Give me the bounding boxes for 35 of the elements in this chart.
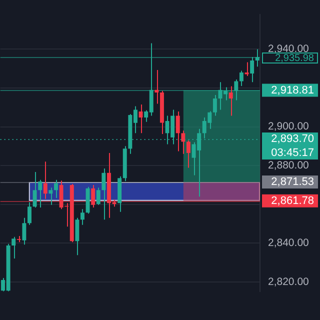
y-tick-label: 2,880.00 [268,159,310,172]
candlestick [22,217,26,246]
y-tick-label: 2,900.00 [268,120,310,133]
candlestick [54,179,58,198]
candlestick [181,130,186,154]
candlestick [212,94,217,116]
y-tick-label: 2,840.00 [268,237,310,250]
candlestick [176,110,180,152]
candlestick [234,78,238,101]
ref-line-label: 2,935.98 [275,52,314,64]
candlestick [186,140,190,168]
candlestick [228,86,233,116]
candlestick [239,70,244,87]
candlestick [96,187,100,206]
candlestick [255,48,260,68]
text: 03:45:17 [271,147,314,160]
candlestick [75,217,80,256]
candlestick [91,184,96,208]
candlestick [32,171,37,208]
candlestick [38,179,42,208]
ref-line-label: 2,861.78 [271,194,314,207]
candlestick [138,104,143,134]
y-tick-label: 2,940.00 [268,43,310,56]
ref-line-label: 2,893.70 [271,133,314,146]
ref-line-label: 2,871.53 [271,176,314,188]
ref-line-label: 2,918.81 [271,84,314,96]
candlestick [28,202,32,226]
candlestick [43,161,48,200]
candlestick [48,187,53,206]
candlestick [12,236,16,259]
y-tick-label: 2,820.00 [268,276,310,288]
candlestick [250,56,254,83]
candlestick [80,208,84,226]
candlestick [154,69,159,104]
candlestick [102,168,106,220]
